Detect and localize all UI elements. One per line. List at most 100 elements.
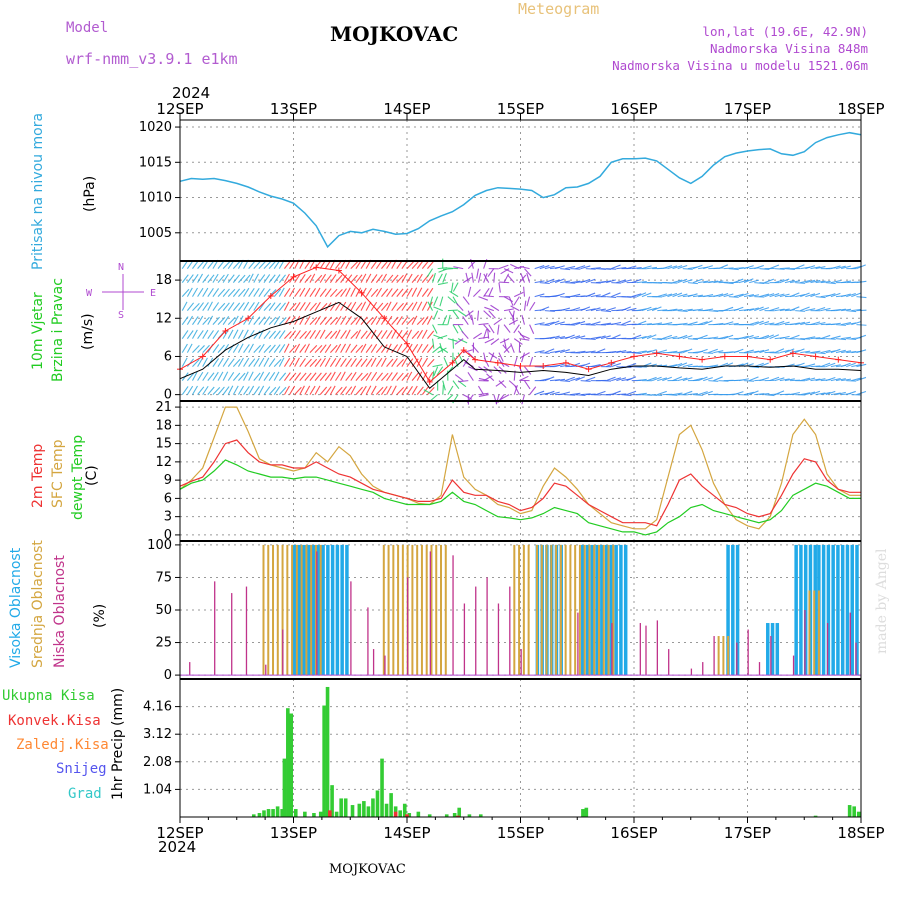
wind-barb — [626, 265, 637, 270]
wind-barb — [381, 330, 388, 339]
wind-barb — [370, 357, 377, 367]
wind-barb — [396, 302, 404, 312]
wind-barb — [606, 307, 616, 312]
wind-barb — [520, 334, 530, 340]
wind-barb — [309, 288, 317, 297]
wind-barb — [748, 376, 759, 382]
wind-barb — [825, 293, 836, 298]
wind-barb — [743, 334, 754, 340]
wind-barb — [611, 264, 621, 270]
wind-barb — [197, 315, 204, 325]
wind-barb — [192, 358, 200, 368]
wind-barb — [484, 338, 495, 344]
wind-barb — [263, 386, 271, 395]
wind-barb — [273, 316, 281, 325]
wind-barb — [433, 310, 439, 321]
wind-barb — [258, 357, 265, 367]
wind-barb — [314, 315, 321, 325]
year-label-bottom: 2024 — [158, 838, 197, 856]
wind-barb — [263, 372, 271, 381]
mid_cloud-bar — [281, 544, 284, 676]
wind-barb — [304, 372, 312, 381]
wind-barb — [365, 301, 372, 311]
wind-barb — [521, 352, 525, 363]
wind-barb — [350, 358, 357, 367]
wind-barb — [652, 322, 663, 326]
wind-barb — [263, 357, 270, 367]
wind-barb — [375, 274, 383, 283]
wind-barb — [273, 274, 281, 283]
low_cloud-bar — [702, 662, 704, 676]
wind-barb — [636, 292, 647, 298]
y-tick-label: 0 — [164, 668, 172, 683]
wind-barb — [800, 392, 811, 396]
wind-barb — [672, 279, 683, 284]
wind-barb — [258, 274, 266, 283]
altitude-label: Nadmorska Visina 848m — [709, 41, 868, 56]
wind-barb — [360, 273, 367, 283]
wind-barb — [851, 377, 862, 382]
wind-barb — [835, 338, 847, 341]
wind-barb — [830, 348, 841, 354]
high_cloud-bar — [855, 544, 859, 676]
wind-barb — [314, 329, 321, 339]
wind-barb — [304, 358, 312, 368]
wind-barb — [484, 306, 495, 312]
total_precip-bar — [457, 807, 462, 817]
wind-barb — [192, 287, 198, 297]
wind-barb — [314, 287, 321, 297]
wind-barb — [278, 330, 286, 339]
wind-barb — [329, 357, 337, 367]
wind-barb — [391, 302, 398, 311]
wind-barb — [473, 332, 483, 340]
wind-barb — [692, 278, 703, 284]
model-label: Model — [66, 20, 109, 36]
wind-barb — [825, 338, 836, 340]
wind-barb — [335, 315, 342, 325]
wind-barb — [447, 309, 458, 312]
wind-barb — [646, 266, 658, 270]
wind-barb — [299, 358, 306, 367]
wind-barb — [626, 376, 637, 382]
wind-barb — [560, 307, 571, 312]
mid_cloud-bar — [425, 544, 428, 676]
total_precip-bar — [375, 790, 380, 817]
wind-barb — [314, 372, 322, 381]
wind-barb — [478, 377, 489, 382]
wind-barb — [462, 296, 470, 305]
wind-barb — [268, 344, 276, 353]
wind-barb — [304, 274, 312, 283]
legend-total-precip: Ukupna Kisa — [2, 688, 95, 704]
y-tick-label: 21 — [155, 400, 172, 415]
wind-barb — [426, 268, 434, 278]
low_cloud-bar — [758, 662, 761, 676]
wind-barb — [718, 264, 729, 270]
wind-barb — [345, 386, 353, 395]
wind-barb — [841, 321, 852, 326]
wind-barb — [575, 376, 585, 382]
wind-barb — [335, 343, 342, 353]
wind-barb — [202, 274, 210, 283]
wind-barb — [486, 373, 495, 382]
mid_cloud-bar — [513, 544, 516, 676]
mid_cloud-bar — [817, 590, 820, 676]
total_precip-bar — [330, 785, 334, 817]
wind-barb — [452, 324, 459, 334]
wind-barb — [232, 260, 241, 270]
wind-barb — [355, 344, 364, 354]
wind-barb — [508, 296, 514, 307]
wind-barb — [442, 384, 444, 395]
wind-barb — [600, 292, 611, 298]
wind-barb — [335, 274, 343, 283]
wind-barb — [662, 322, 673, 326]
wind-barb — [514, 291, 524, 298]
wind-barb — [222, 316, 230, 325]
wind-barb — [846, 338, 857, 340]
total_precip-bar — [303, 811, 307, 817]
total_precip-bar — [318, 811, 323, 817]
x-tick-label-bottom: 15SEP — [497, 824, 544, 842]
wind-barb — [621, 306, 631, 312]
wind-barb — [529, 356, 534, 367]
wind-barb — [667, 394, 678, 396]
wind-barb — [278, 343, 286, 353]
